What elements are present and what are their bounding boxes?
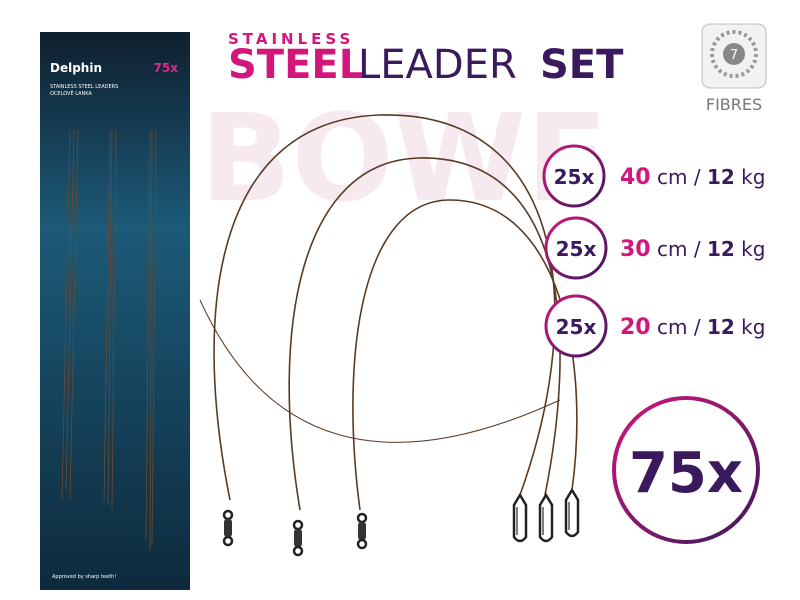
spec-row: 25x 30 cm / 12 kg [544,216,765,280]
row-count: 25x [556,315,597,339]
package-line: STAINLESS STEEL LEADERS [50,84,118,90]
swivel [222,509,234,547]
title-leader: LEADER [358,42,517,88]
weight: 12 [707,165,735,189]
package: Delphin 75x STAINLESS STEEL LEADERS OCEL… [40,32,190,590]
spec-row: 25x 40 cm / 12 kg [542,144,765,208]
unit: cm [657,165,687,189]
package-count: 75x [154,61,179,75]
unit: cm [657,237,687,261]
unit: kg [741,237,765,261]
weight: 12 [707,315,735,339]
unit: cm [657,315,687,339]
unit: kg [741,315,765,339]
package-footer: Approved by sharp teeth! [52,574,116,580]
unit: kg [741,165,765,189]
row-count: 25x [554,165,595,189]
title-set: SET [540,42,624,88]
swivel [356,512,368,550]
snap [512,493,528,543]
length: 30 [620,237,651,262]
row-spec: 20 cm / 12 kg [620,315,765,340]
fibres-badge: 7 FIBRES [701,23,767,114]
row-spec: 40 cm / 12 kg [620,165,765,190]
package-wires [61,129,157,551]
package-card [40,32,190,590]
spec-row: 25x 20 cm / 12 kg [544,294,765,358]
badge-number: 7 [730,48,738,63]
separator: / [694,237,701,261]
badge-label: FIBRES [706,95,762,114]
total-count: 75x [629,441,743,506]
swivel [292,519,304,557]
weight: 12 [707,237,735,261]
separator: / [694,315,701,339]
snap [538,493,554,543]
package-line: OCELOVÉ LANKA [50,89,92,97]
separator: / [694,165,701,189]
package-brand: Delphin [50,61,102,75]
length: 20 [620,315,651,340]
row-spec: 30 cm / 12 kg [620,237,765,262]
snap [564,488,580,538]
title-top: STAINLESS [228,30,354,48]
row-count: 25x [556,237,597,261]
length: 40 [620,165,651,190]
title-steel: STEEL [228,42,364,88]
total-badge: 75x [612,396,760,544]
